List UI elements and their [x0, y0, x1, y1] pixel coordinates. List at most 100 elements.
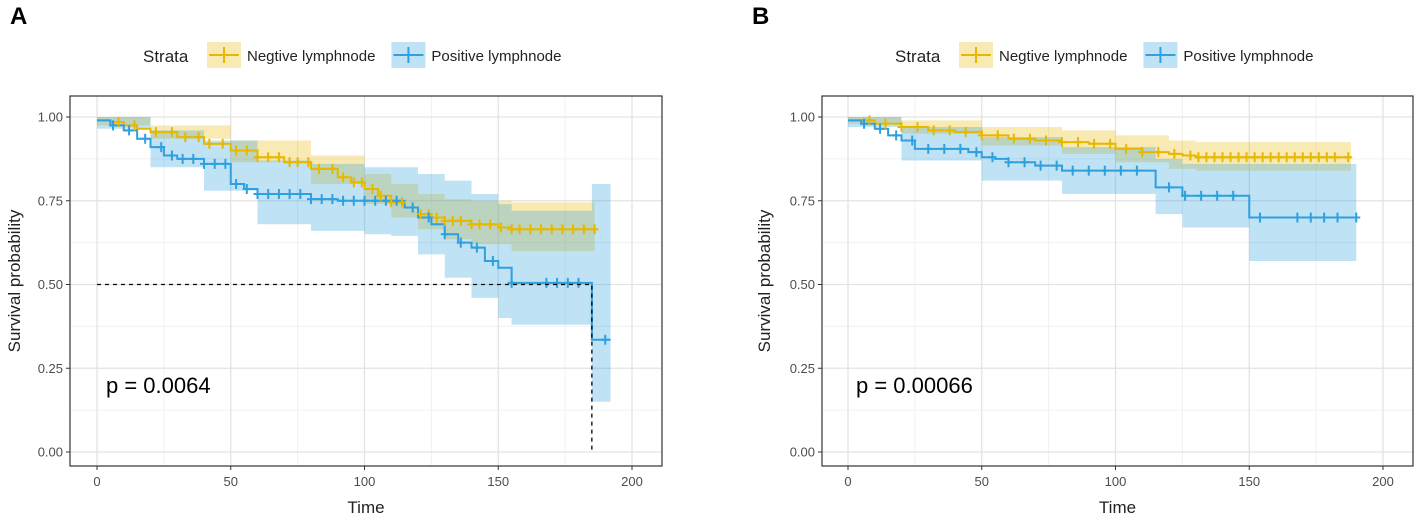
censor-mark — [232, 145, 241, 156]
y-tick-label: 1.00 — [38, 110, 63, 125]
censor-mark — [141, 133, 150, 144]
censor-mark — [972, 147, 981, 158]
censor-mark — [315, 163, 324, 174]
censor-mark — [1290, 152, 1299, 163]
censor-mark — [307, 194, 315, 205]
censor-mark — [590, 224, 599, 235]
censor-mark — [1306, 212, 1315, 223]
censor-mark — [1090, 138, 1099, 149]
legend: Strata Negtive lymphnode Positive lymphnod… — [895, 42, 1314, 68]
censor-mark — [1106, 138, 1115, 149]
censor-mark — [408, 202, 417, 213]
censor-mark — [1229, 190, 1238, 201]
p-value-label: p = 0.0064 — [106, 373, 211, 398]
censor-mark — [1282, 152, 1291, 163]
censor-mark — [496, 222, 505, 233]
censor-mark — [416, 209, 425, 220]
censor-mark — [253, 189, 262, 200]
censor-mark — [368, 184, 377, 195]
legend-title: Strata — [143, 47, 189, 66]
censor-mark — [448, 215, 457, 226]
censor-mark — [1306, 152, 1315, 163]
legend-key-1 — [1143, 42, 1178, 68]
censor-mark — [1036, 160, 1045, 171]
censor-mark — [961, 127, 970, 138]
censor-marks-1 — [109, 120, 610, 345]
censor-mark — [924, 143, 933, 154]
censor-mark — [264, 189, 273, 200]
censor-mark — [860, 118, 869, 129]
censor-mark — [1084, 165, 1093, 176]
censor-mark — [274, 189, 283, 200]
censor-mark — [1058, 137, 1066, 148]
censor-mark — [574, 277, 583, 288]
censor-mark — [339, 195, 348, 206]
censor-mark — [1314, 152, 1323, 163]
censor-mark — [542, 277, 551, 288]
censor-mark — [210, 158, 219, 169]
y-tick-label: 0.25 — [38, 361, 63, 376]
y-tick-label: 1.00 — [790, 110, 815, 125]
censor-mark — [993, 130, 1002, 141]
censor-mark — [285, 189, 294, 200]
censor-mark — [1181, 190, 1190, 201]
x-tick-label: 100 — [1105, 474, 1127, 489]
censor-mark — [553, 277, 562, 288]
panel-letter: A — [10, 3, 27, 30]
censor-mark — [1226, 152, 1235, 163]
censor-mark — [507, 277, 516, 288]
censor-mark — [114, 117, 123, 128]
x-tick-label: 0 — [93, 474, 100, 489]
censor-mark — [424, 212, 433, 223]
censor-mark — [929, 125, 938, 136]
censor-mark — [547, 224, 556, 235]
censor-mark — [371, 195, 380, 206]
censor-mark — [876, 123, 885, 134]
y-tick-label: 0.75 — [38, 193, 63, 208]
legend-label: Negtive lymphnode — [999, 48, 1127, 65]
gridlines — [822, 96, 1413, 466]
censor-mark — [232, 179, 241, 189]
censor-mark — [1052, 160, 1061, 171]
censor-mark — [1213, 190, 1222, 201]
censor-mark — [865, 115, 874, 126]
censor-mark — [1293, 212, 1302, 223]
censor-mark — [1170, 148, 1179, 159]
legend-key-0 — [207, 42, 241, 68]
y-tick-label: 0.75 — [790, 193, 815, 208]
censor-mark — [360, 195, 369, 206]
y-tick-label: 0.50 — [790, 277, 815, 292]
censor-mark — [285, 157, 294, 168]
censor-mark — [892, 130, 901, 141]
censor-mark — [1320, 212, 1329, 223]
censor-mark — [157, 142, 166, 153]
censor-mark — [475, 219, 484, 230]
censor-mark — [456, 237, 465, 248]
censor-mark — [579, 224, 588, 235]
censor-mark — [1344, 152, 1353, 163]
censor-mark — [988, 152, 997, 163]
censor-mark — [178, 153, 187, 164]
censor-mark — [205, 138, 214, 149]
censor-mark — [242, 145, 251, 156]
censor-mark — [397, 197, 406, 208]
censor-mark — [507, 224, 516, 235]
censor-mark — [1255, 212, 1264, 223]
legend-label: Negtive lymphnode — [247, 48, 375, 65]
censor-mark — [1210, 152, 1219, 163]
censor-mark — [328, 194, 337, 205]
plot-background — [70, 96, 662, 466]
x-tick-label: 200 — [1372, 474, 1394, 489]
plot-border — [69, 95, 663, 467]
censor-mark — [1100, 165, 1109, 176]
censor-mark — [1025, 133, 1034, 144]
y-tick-label: 0.00 — [790, 445, 815, 460]
censor-mark — [945, 125, 954, 136]
censor-mark — [940, 143, 949, 154]
y-axis-title: Survival probability — [5, 209, 24, 352]
panel-letter: B — [752, 3, 769, 30]
censor-mark — [242, 184, 251, 195]
censor-mark — [167, 127, 176, 138]
censor-mark — [1122, 143, 1131, 154]
